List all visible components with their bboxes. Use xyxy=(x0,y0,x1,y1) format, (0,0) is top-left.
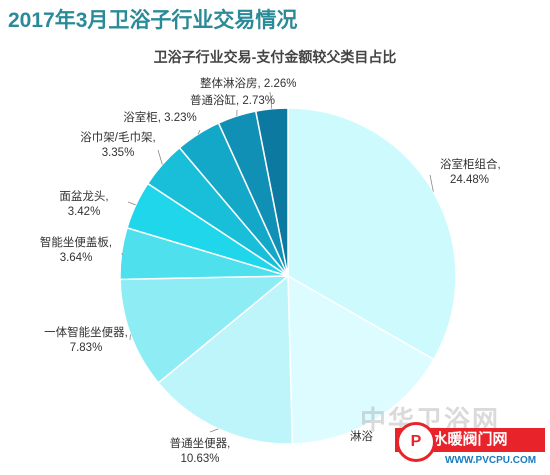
leader-line xyxy=(157,149,163,165)
leader-line xyxy=(209,428,219,433)
slice-label: 智能坐便盖板, xyxy=(40,235,112,249)
pie-slice xyxy=(254,107,289,277)
watermark-logo-icon: P xyxy=(396,422,436,462)
watermark-url: WWW.PVCPU.COM xyxy=(445,455,537,466)
slice-value-label: 3.42% xyxy=(68,206,101,218)
pie-slice xyxy=(157,274,294,445)
slice-label: 浴室柜, 3.23% xyxy=(123,110,197,124)
slice-label: 普通浴缸, 2.73% xyxy=(190,93,275,107)
chart-title: 卫浴子行业交易-支付金额较父类目占比 xyxy=(154,49,397,65)
leader-line xyxy=(269,91,273,109)
page-title: 2017年3月卫浴子行业交易情况 xyxy=(8,9,298,32)
slice-value-label: 3.64% xyxy=(60,252,93,264)
leader-line xyxy=(121,253,124,256)
leader-line xyxy=(197,129,201,135)
slice-label: 面盆龙头, xyxy=(59,189,108,203)
pie-slice xyxy=(287,107,457,361)
slice-label: 淋浴 xyxy=(350,430,373,443)
leader-line xyxy=(429,174,434,192)
pie-slice xyxy=(287,274,435,445)
leader-line xyxy=(127,201,136,206)
slice-label: 浴室柜组合, xyxy=(440,157,501,171)
slice-value-label: 10.63% xyxy=(180,453,219,465)
slice-label: 浴巾架/毛巾架, xyxy=(80,130,155,144)
pie-slice xyxy=(119,275,291,384)
slice-value-label: 24.48% xyxy=(450,174,489,186)
slice-value-label: 7.83% xyxy=(70,342,103,354)
slice-value-label: 3.35% xyxy=(102,147,135,159)
slice-label: 一体智能坐便器, xyxy=(44,325,128,339)
slice-label: 普通坐便器, xyxy=(170,436,231,450)
slice-label: 整体淋浴房, 2.26% xyxy=(200,76,297,90)
